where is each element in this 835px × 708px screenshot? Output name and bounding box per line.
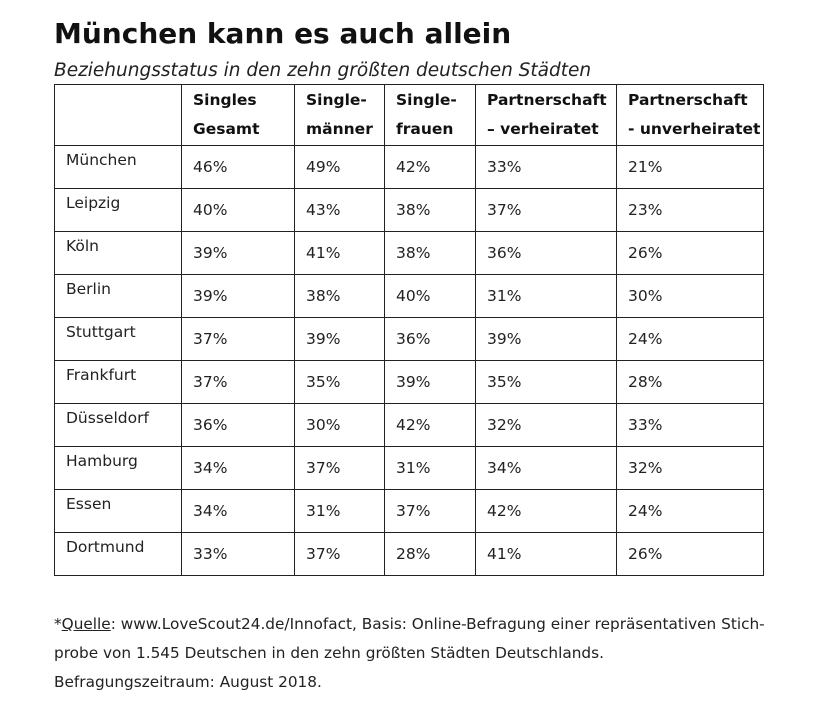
table-row: Köln 39% 41% 38% 36% 26% bbox=[54, 231, 764, 275]
header-cell-single-men: Single- männer bbox=[294, 84, 385, 146]
header-line: – verheiratet bbox=[487, 120, 599, 138]
source-label: Quelle bbox=[61, 615, 111, 633]
value-cell: 39% bbox=[475, 317, 617, 361]
value-cell: 37% bbox=[181, 317, 295, 361]
value-cell: 39% bbox=[181, 274, 295, 318]
city-cell: Köln bbox=[54, 231, 182, 275]
value-cell: 37% bbox=[294, 532, 385, 576]
value-cell: 34% bbox=[181, 446, 295, 490]
value-cell: 24% bbox=[616, 317, 764, 361]
value-cell: 34% bbox=[475, 446, 617, 490]
city-cell: München bbox=[54, 145, 182, 189]
header-line: Partnerschaft bbox=[487, 91, 607, 109]
source-text: : www.LoveScout24.de/Innofact, Basis: On… bbox=[110, 615, 765, 633]
value-cell: 26% bbox=[616, 532, 764, 576]
header-cell-partnership-married: Partnerschaft – verheiratet bbox=[475, 84, 617, 146]
value-cell: 33% bbox=[475, 145, 617, 189]
value-cell: 42% bbox=[384, 145, 476, 189]
value-cell: 31% bbox=[475, 274, 617, 318]
city-cell: Stuttgart bbox=[54, 317, 182, 361]
header-cell-single-women: Single- frauen bbox=[384, 84, 476, 146]
value-cell: 42% bbox=[475, 489, 617, 533]
value-cell: 40% bbox=[384, 274, 476, 318]
value-cell: 36% bbox=[475, 231, 617, 275]
table-row: Leipzig 40% 43% 38% 37% 23% bbox=[54, 188, 764, 232]
city-cell: Düsseldorf bbox=[54, 403, 182, 447]
header-line: Single- bbox=[306, 91, 367, 109]
value-cell: 39% bbox=[294, 317, 385, 361]
value-cell: 38% bbox=[384, 188, 476, 232]
source-line-2: probe von 1.545 Deutschen in den zehn gr… bbox=[54, 644, 604, 662]
city-cell: Dortmund bbox=[54, 532, 182, 576]
table-row: Stuttgart 37% 39% 36% 39% 24% bbox=[54, 317, 764, 361]
value-cell: 32% bbox=[616, 446, 764, 490]
header-line: Singles bbox=[193, 91, 257, 109]
source-asterisk: * bbox=[54, 615, 62, 633]
value-cell: 43% bbox=[294, 188, 385, 232]
value-cell: 37% bbox=[181, 360, 295, 404]
value-cell: 23% bbox=[616, 188, 764, 232]
source-line-3: Befragungszeitraum: August 2018. bbox=[54, 673, 322, 691]
relationship-status-table: Singles Gesamt Single- männer Single- fr… bbox=[54, 84, 764, 576]
value-cell: 31% bbox=[384, 446, 476, 490]
city-cell: Hamburg bbox=[54, 446, 182, 490]
value-cell: 31% bbox=[294, 489, 385, 533]
value-cell: 41% bbox=[475, 532, 617, 576]
header-line: frauen bbox=[396, 120, 454, 138]
value-cell: 49% bbox=[294, 145, 385, 189]
source-note: *Quelle: www.LoveScout24.de/Innofact, Ba… bbox=[54, 610, 814, 697]
value-cell: 32% bbox=[475, 403, 617, 447]
value-cell: 41% bbox=[294, 231, 385, 275]
value-cell: 28% bbox=[616, 360, 764, 404]
table-row: München 46% 49% 42% 33% 21% bbox=[54, 145, 764, 189]
header-line: - unverheiratet bbox=[628, 120, 761, 138]
table-row: Essen 34% 31% 37% 42% 24% bbox=[54, 489, 764, 533]
city-cell: Essen bbox=[54, 489, 182, 533]
header-line: Single- bbox=[396, 91, 457, 109]
header-cell-singles-total: Singles Gesamt bbox=[181, 84, 295, 146]
value-cell: 33% bbox=[181, 532, 295, 576]
value-cell: 33% bbox=[616, 403, 764, 447]
page-subtitle: Beziehungsstatus in den zehn größten deu… bbox=[54, 60, 592, 81]
value-cell: 39% bbox=[181, 231, 295, 275]
city-cell: Berlin bbox=[54, 274, 182, 318]
header-line: Partnerschaft bbox=[628, 91, 748, 109]
table-row: Frankfurt 37% 35% 39% 35% 28% bbox=[54, 360, 764, 404]
value-cell: 24% bbox=[616, 489, 764, 533]
value-cell: 38% bbox=[384, 231, 476, 275]
value-cell: 36% bbox=[181, 403, 295, 447]
value-cell: 39% bbox=[384, 360, 476, 404]
page-title: München kann es auch allein bbox=[54, 17, 512, 50]
value-cell: 35% bbox=[294, 360, 385, 404]
value-cell: 30% bbox=[294, 403, 385, 447]
city-cell: Leipzig bbox=[54, 188, 182, 232]
value-cell: 42% bbox=[384, 403, 476, 447]
value-cell: 36% bbox=[384, 317, 476, 361]
value-cell: 46% bbox=[181, 145, 295, 189]
city-cell: Frankfurt bbox=[54, 360, 182, 404]
source-line-1: *Quelle: www.LoveScout24.de/Innofact, Ba… bbox=[54, 610, 814, 639]
header-line: Gesamt bbox=[193, 120, 260, 138]
value-cell: 38% bbox=[294, 274, 385, 318]
table-header-row: Singles Gesamt Single- männer Single- fr… bbox=[54, 84, 764, 146]
value-cell: 35% bbox=[475, 360, 617, 404]
header-cell-city bbox=[54, 84, 182, 146]
table-row: Hamburg 34% 37% 31% 34% 32% bbox=[54, 446, 764, 490]
value-cell: 37% bbox=[475, 188, 617, 232]
table-row: Dortmund 33% 37% 28% 41% 26% bbox=[54, 532, 764, 576]
value-cell: 21% bbox=[616, 145, 764, 189]
value-cell: 40% bbox=[181, 188, 295, 232]
value-cell: 26% bbox=[616, 231, 764, 275]
value-cell: 37% bbox=[384, 489, 476, 533]
value-cell: 34% bbox=[181, 489, 295, 533]
value-cell: 30% bbox=[616, 274, 764, 318]
table-row: Berlin 39% 38% 40% 31% 30% bbox=[54, 274, 764, 318]
value-cell: 28% bbox=[384, 532, 476, 576]
value-cell: 37% bbox=[294, 446, 385, 490]
table-row: Düsseldorf 36% 30% 42% 32% 33% bbox=[54, 403, 764, 447]
header-cell-partnership-unmarried: Partnerschaft - unverheiratet bbox=[616, 84, 764, 146]
header-line: männer bbox=[306, 120, 373, 138]
